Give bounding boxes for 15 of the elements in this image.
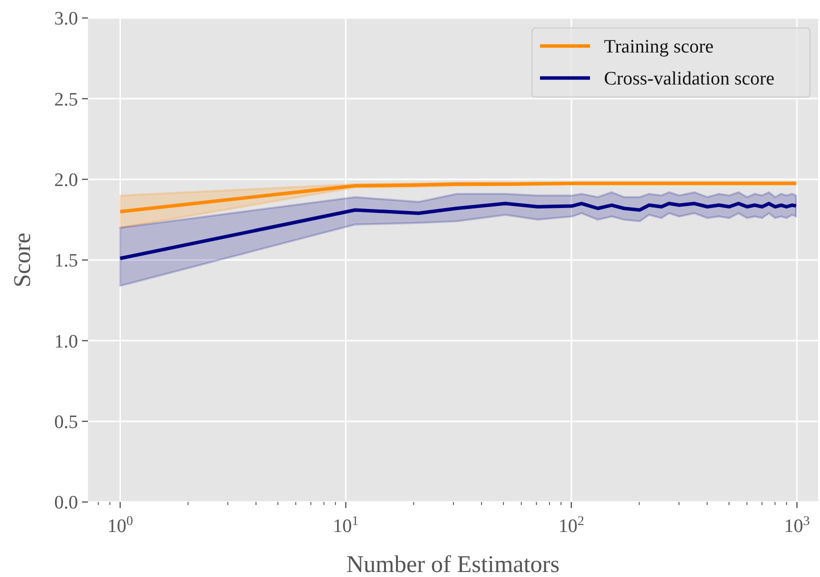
y-tick-label: 1.0	[54, 331, 78, 352]
y-tick-label: 2.5	[54, 89, 78, 110]
y-tick-label: 3.0	[54, 8, 78, 30]
y-tick-label: 2.0	[54, 170, 78, 191]
x-tick-label: 10$^{0}$	[107, 512, 134, 537]
legend-label: Training score	[604, 36, 714, 58]
x-tick-label: 10$^{1}$	[332, 512, 359, 537]
legend-label: Cross-validation score	[604, 68, 774, 90]
x-tick-label: 10$^{3}$	[784, 512, 810, 537]
x-axis-title: Number of Estimators	[346, 552, 560, 577]
y-tick-label: 1.5	[54, 250, 78, 272]
y-tick-label: 0.5	[54, 412, 78, 433]
x-tick-label: 10$^{2}$	[558, 512, 584, 537]
y-tick-label: 0.0	[54, 492, 78, 514]
y-axis-title: Score	[10, 232, 36, 288]
